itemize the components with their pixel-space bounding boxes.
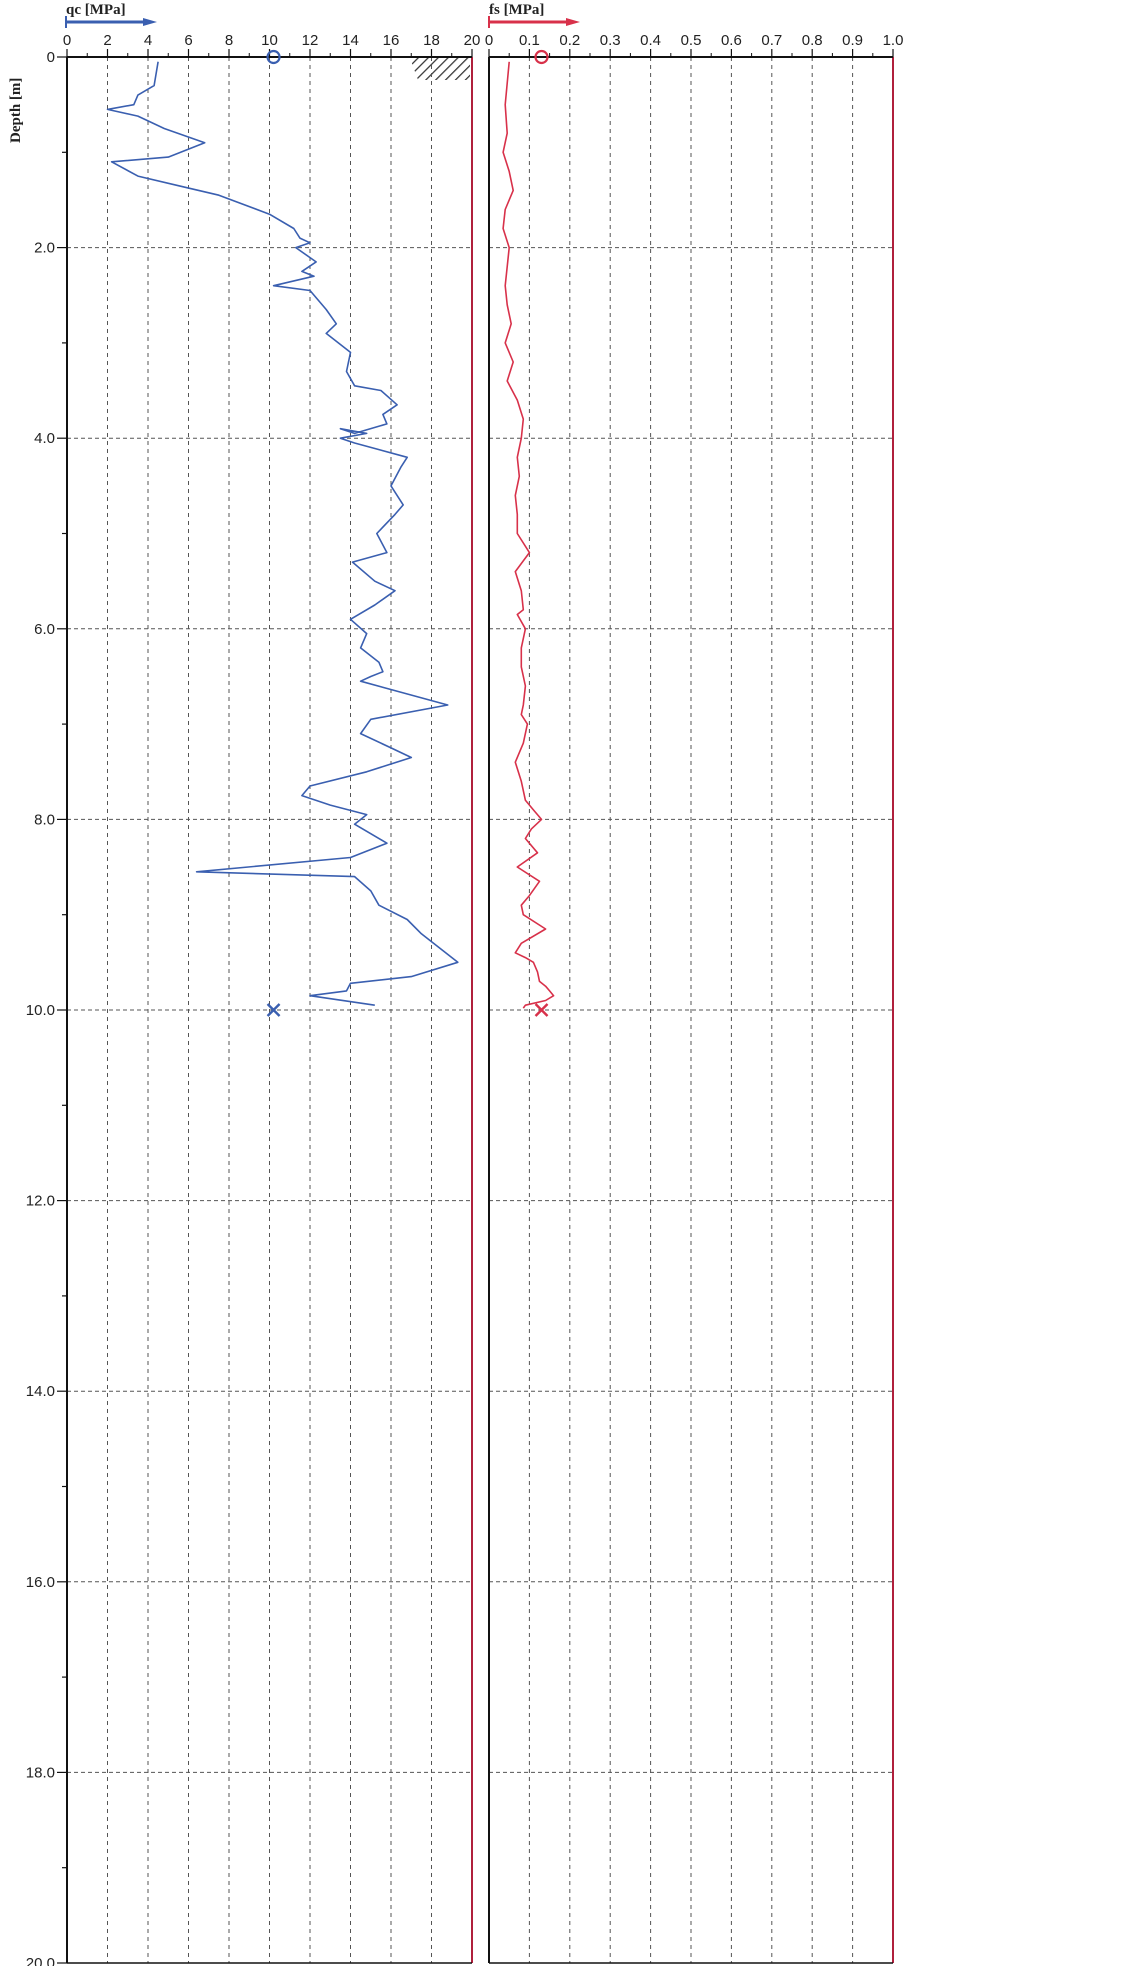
x-tick-label: 0 xyxy=(485,32,493,49)
x-axis-label: fs [MPa] xyxy=(489,2,544,18)
x-axis-arrowhead xyxy=(566,18,580,26)
x-tick-label: 4 xyxy=(144,32,152,49)
x-tick-label: 0.4 xyxy=(640,32,661,49)
x-tick-label: 0.6 xyxy=(721,32,742,49)
x-tick-label: 1.0 xyxy=(883,32,904,49)
x-tick-label: 0.1 xyxy=(519,32,540,49)
y-axis: 0 2.0 4.0 6.0 8.0 10.0 12.0 14.0 16.0 18.0 20.0 xyxy=(26,49,67,1966)
y-tick-label: 6.0 xyxy=(34,621,55,638)
y-tick-label: 14.0 xyxy=(26,1383,55,1400)
y-tick-label: 8.0 xyxy=(34,811,55,828)
x-tick-label: 16 xyxy=(383,32,400,49)
panel-fs: 0 0.1 0.2 0.3 0.4 0.5 0.6 0.7 0.8 0.9 1.0 fs [MPa] xyxy=(485,2,904,1964)
x-tick-label: 2 xyxy=(103,32,111,49)
x-axis-label: qc [MPa] xyxy=(66,2,126,18)
x-axis-arrowhead xyxy=(143,18,157,26)
hatch-block xyxy=(410,58,470,80)
ground-surface-hatch xyxy=(410,58,470,80)
x-tick-label: 0.9 xyxy=(842,32,863,49)
y-tick-label: 4.0 xyxy=(34,430,55,447)
x-tick-label: 18 xyxy=(423,32,440,49)
panel-qc: 0 2 4 6 8 10 12 14 16 18 20 qc [MPa] xyxy=(63,2,481,1964)
y-tick-label: 2.0 xyxy=(34,240,55,257)
x-tick-label: 0.3 xyxy=(600,32,621,49)
y-tick-label: 12.0 xyxy=(26,1193,55,1210)
x-tick-label: 0.8 xyxy=(802,32,823,49)
series-line-fs xyxy=(502,61,555,1009)
x-tick-label: 10 xyxy=(261,32,278,49)
y-tick-label: 10.0 xyxy=(26,1002,55,1019)
y-tick-label: 18.0 xyxy=(26,1764,55,1781)
x-tick-label: 6 xyxy=(184,32,192,49)
y-tick-label: 0 xyxy=(47,49,55,66)
y-tick-label: 20.0 xyxy=(26,1955,55,1966)
x-tick-label: 0.2 xyxy=(559,32,580,49)
x-tick-label: 0 xyxy=(63,32,71,49)
start-marker-circle xyxy=(266,49,281,65)
series-line-qc xyxy=(106,61,459,1006)
end-marker-cross-b xyxy=(534,1003,549,1017)
x-tick-label: 14 xyxy=(342,32,359,49)
x-tick-label: 0.5 xyxy=(681,32,702,49)
y-tick-label: 16.0 xyxy=(26,1574,55,1591)
x-tick-label: 0.7 xyxy=(761,32,782,49)
x-tick-label: 8 xyxy=(225,32,233,49)
end-marker-cross-b xyxy=(266,1003,281,1017)
x-tick-label: 20 xyxy=(464,32,481,49)
x-tick-label: 12 xyxy=(302,32,319,49)
y-axis-label: Depth [m] xyxy=(8,78,24,143)
start-marker-circle xyxy=(534,49,549,65)
